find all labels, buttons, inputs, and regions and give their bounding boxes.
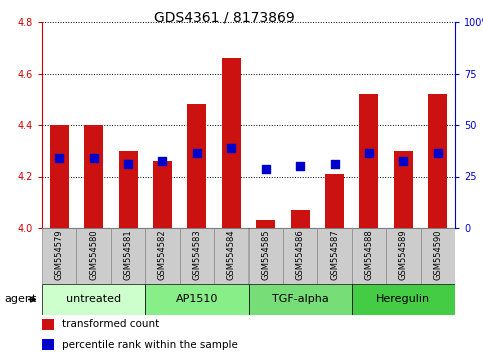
Bar (119, 151, 138, 228)
Bar (317, 228, 352, 284)
Bar (111, 228, 145, 284)
Bar (153, 161, 172, 228)
Bar (42, 228, 76, 284)
Text: GSM554581: GSM554581 (124, 230, 132, 280)
Text: untreated: untreated (66, 295, 121, 304)
Bar (352, 284, 455, 315)
Text: GDS4361 / 8173869: GDS4361 / 8173869 (154, 11, 295, 25)
Point (193, 150, 201, 156)
Bar (428, 94, 447, 228)
Bar (222, 58, 241, 228)
Text: GSM554588: GSM554588 (365, 230, 373, 280)
Text: percentile rank within the sample: percentile rank within the sample (62, 339, 238, 350)
Point (434, 150, 441, 156)
Point (227, 145, 235, 151)
Bar (180, 228, 214, 284)
Point (365, 150, 373, 156)
Bar (421, 228, 455, 284)
Text: TGF-alpha: TGF-alpha (272, 295, 328, 304)
Bar (214, 228, 248, 284)
Text: GSM554587: GSM554587 (330, 230, 339, 280)
Bar (76, 228, 111, 284)
Bar (248, 284, 352, 315)
Bar (386, 228, 421, 284)
Bar (248, 228, 283, 284)
Text: GSM554589: GSM554589 (399, 230, 408, 280)
Bar (352, 228, 386, 284)
Bar (84, 125, 103, 228)
Text: GSM554582: GSM554582 (158, 230, 167, 280)
Text: Heregulin: Heregulin (376, 295, 430, 304)
Bar (145, 284, 248, 315)
Point (262, 166, 270, 172)
Bar (42, 339, 54, 350)
Bar (145, 228, 180, 284)
Text: transformed count: transformed count (62, 319, 159, 329)
Bar (42, 284, 145, 315)
Point (56, 156, 63, 161)
Point (90, 156, 98, 161)
Point (296, 163, 304, 169)
Text: GSM554586: GSM554586 (296, 230, 305, 280)
Point (399, 158, 407, 164)
Bar (394, 151, 413, 228)
Bar (359, 94, 378, 228)
Bar (283, 228, 317, 284)
Bar (50, 125, 69, 228)
Text: GSM554580: GSM554580 (89, 230, 98, 280)
Text: GSM554584: GSM554584 (227, 230, 236, 280)
Text: GSM554579: GSM554579 (55, 230, 64, 280)
Bar (187, 104, 206, 228)
Bar (42, 319, 54, 330)
Bar (325, 174, 344, 228)
Point (331, 161, 339, 166)
Text: GSM554583: GSM554583 (192, 230, 201, 280)
Text: agent: agent (5, 295, 37, 304)
Bar (291, 210, 310, 228)
Text: AP1510: AP1510 (176, 295, 218, 304)
Bar (256, 220, 275, 228)
Text: GSM554585: GSM554585 (261, 230, 270, 280)
Text: GSM554590: GSM554590 (433, 230, 442, 280)
Point (158, 158, 166, 164)
Point (124, 161, 132, 166)
